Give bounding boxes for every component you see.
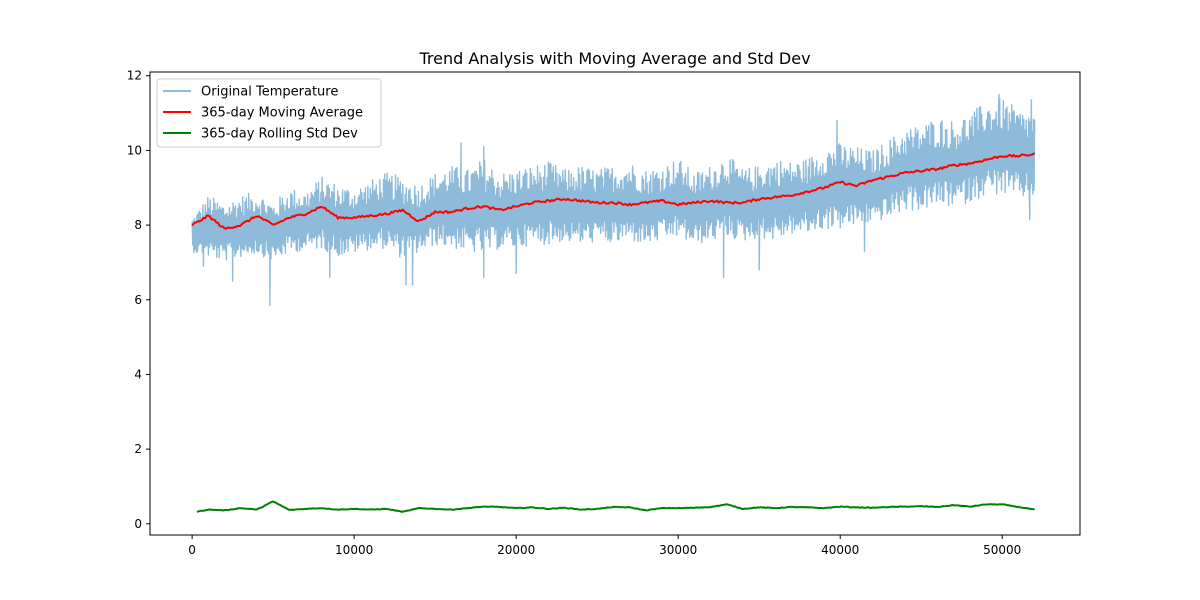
y-tick-label: 8	[134, 218, 142, 232]
x-tick-label: 0	[188, 543, 196, 557]
legend-label-3: 365-day Rolling Std Dev	[201, 127, 358, 142]
series-line-1	[191, 93, 1036, 307]
y-tick-label: 4	[134, 367, 142, 381]
series-line-2	[191, 152, 1036, 230]
y-tick-label: 10	[127, 143, 142, 157]
series-line-3	[196, 500, 1035, 513]
x-axis: 0 10000 20000 30000 40000 50000	[188, 535, 1021, 557]
y-axis: 0 2 4 6 8 10 12	[127, 69, 150, 531]
legend-box	[156, 78, 382, 148]
legend-label-2: 365-day Moving Average	[201, 106, 363, 121]
x-tick-label: 50000	[983, 543, 1021, 557]
x-tick-label: 40000	[821, 543, 859, 557]
chart-title: Trend Analysis with Moving Average and S…	[418, 49, 810, 68]
plot-area	[191, 93, 1036, 513]
y-tick-label: 2	[134, 442, 142, 456]
legend-label-1: Original Temperature	[201, 85, 338, 100]
y-tick-label: 6	[134, 293, 142, 307]
x-tick-label: 10000	[335, 543, 373, 557]
y-tick-label: 12	[127, 69, 142, 83]
y-tick-label: 0	[134, 517, 142, 531]
x-tick-label: 30000	[659, 543, 697, 557]
plot-frame	[149, 71, 1081, 536]
legend: Original Temperature 365-day Moving Avera…	[156, 78, 382, 148]
x-tick-label: 20000	[497, 543, 535, 557]
